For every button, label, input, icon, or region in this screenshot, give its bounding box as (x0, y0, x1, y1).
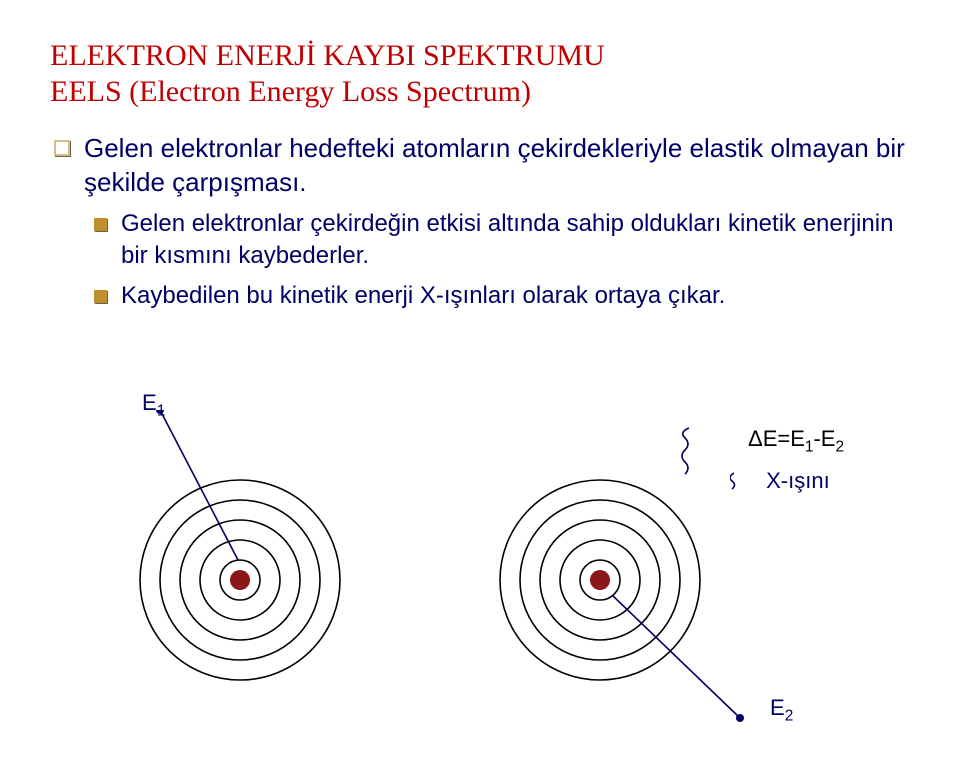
squiggle-icon (730, 471, 760, 493)
xray-label-row: X-ışını (730, 468, 830, 494)
atom-right (470, 410, 850, 730)
e2-label: E2 (770, 695, 793, 725)
delta-e-label: ΔE=E1-E2 (748, 426, 844, 456)
atom-diagram: E1 ΔE=E1-E2 X-ışı (50, 420, 910, 750)
title-line-1: ELEKTRON ENERJİ KAYBI SPEKTRUMU (50, 38, 910, 74)
atom-left (110, 410, 370, 690)
sub-bullet-row-2: Kaybedilen bu kinetik enerji X-ışınları … (94, 280, 910, 312)
main-bullet-row: Gelen elektronlar hedefteki atomların çe… (54, 132, 910, 200)
sub-paragraph-2: Kaybedilen bu kinetik enerji X-ışınları … (121, 280, 725, 312)
sub-paragraph-1: Gelen elektronlar çekirdeğin etkisi altı… (121, 208, 910, 273)
sub-bullet-row-1: Gelen elektronlar çekirdeğin etkisi altı… (94, 208, 910, 273)
main-paragraph: Gelen elektronlar hedefteki atomların çe… (84, 132, 910, 200)
square-bullet-icon (54, 140, 70, 156)
solid-bullet-icon (94, 218, 107, 231)
solid-bullet-icon (94, 290, 107, 303)
title-line-2: EELS (Electron Energy Loss Spectrum) (50, 74, 910, 110)
xray-label: X-ışını (766, 468, 830, 493)
